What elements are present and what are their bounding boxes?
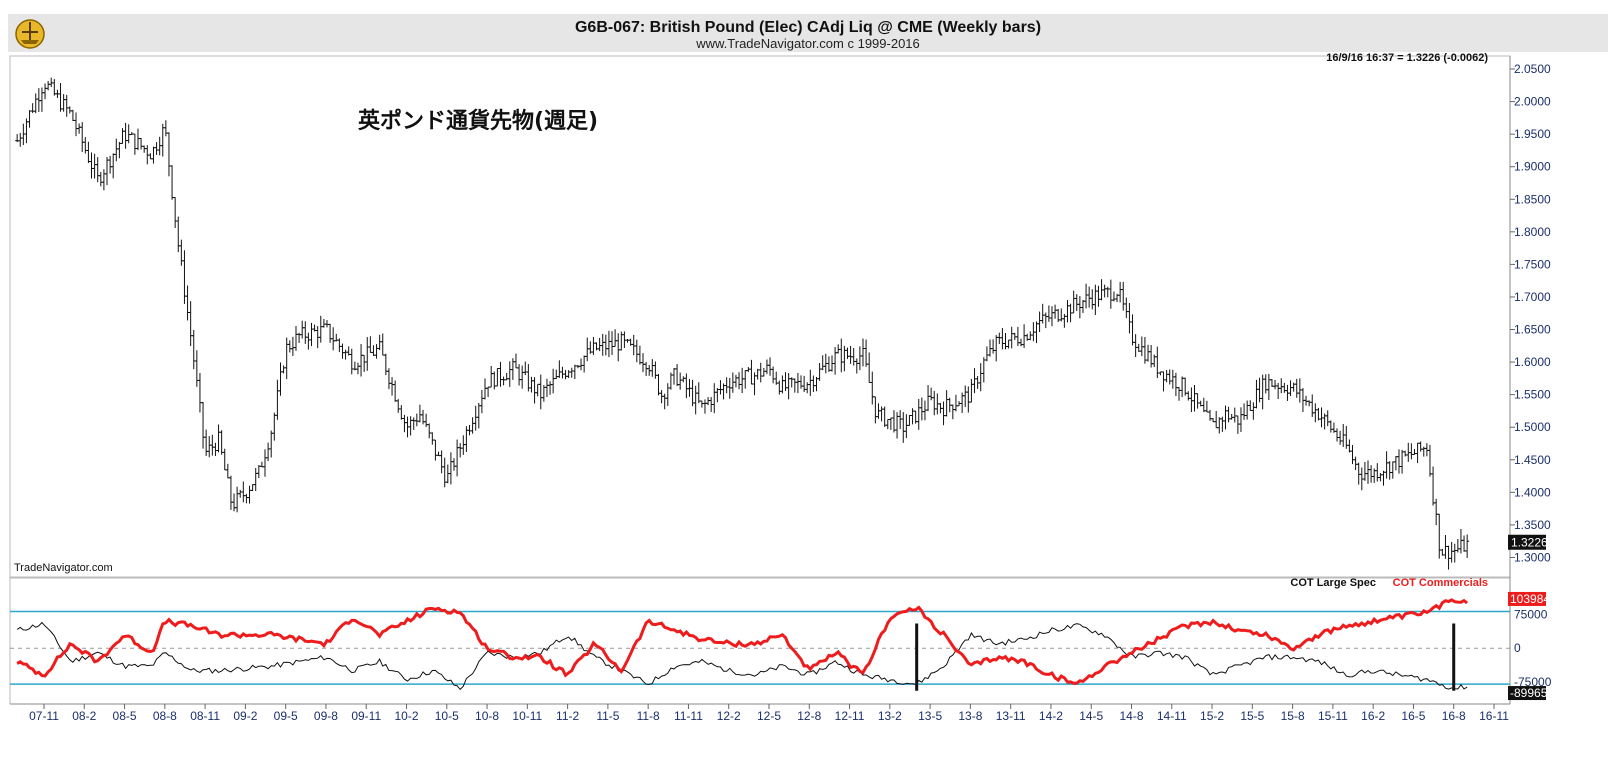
cot-last-box xyxy=(1508,686,1546,701)
x-tick-label: 08-8 xyxy=(153,709,177,723)
legend-commercials: COT Commercials xyxy=(1393,577,1488,589)
price-tick-label: 1.7500 xyxy=(1514,257,1551,271)
cot-axis: 75000 0 -75000 103984 -89965 xyxy=(10,591,1552,701)
watermark: TradeNavigator.com xyxy=(14,562,113,574)
x-tick-label: 14-11 xyxy=(1157,709,1187,723)
x-tick-label: 15-8 xyxy=(1281,709,1305,723)
x-tick-label: 16-8 xyxy=(1442,709,1466,723)
cot-last-label: 103984 xyxy=(1510,592,1550,606)
x-tick-label: 10-5 xyxy=(435,709,459,723)
header-band xyxy=(8,14,1608,52)
cot-panel-frame xyxy=(9,577,1511,705)
price-tick-label: 1.8000 xyxy=(1514,225,1551,239)
x-tick-label: 09-11 xyxy=(351,709,381,723)
last-quote: 16/9/16 16:37 = 1.3226 (-0.0062) xyxy=(1326,52,1488,64)
cot-tick-label: -75000 xyxy=(1514,675,1552,689)
legend: COT Large Spec COT Commercials xyxy=(1290,577,1488,589)
price-tick-label: 1.5000 xyxy=(1514,420,1551,434)
x-tick-label: 13-8 xyxy=(958,709,982,723)
price-tick-label: 1.6500 xyxy=(1514,323,1551,337)
x-tick-label: 15-5 xyxy=(1240,709,1264,723)
price-tick-label: 1.4500 xyxy=(1514,453,1551,467)
price-tick-label: 2.0500 xyxy=(1514,62,1551,76)
x-tick-label: 15-11 xyxy=(1318,709,1348,723)
x-tick-label: 07-11 xyxy=(29,709,59,723)
logo xyxy=(15,19,45,49)
price-tick-label: 1.5500 xyxy=(1514,388,1551,402)
x-tick-label: 12-11 xyxy=(835,709,865,723)
x-tick-label: 08-11 xyxy=(190,709,220,723)
x-tick-label: 16-11 xyxy=(1479,709,1509,723)
x-tick-label: 10-11 xyxy=(512,709,542,723)
x-tick-label: 13-5 xyxy=(918,709,942,723)
cot-tick-label: 0 xyxy=(1514,641,1521,655)
price-tick-label: 1.6000 xyxy=(1514,355,1551,369)
chart-title: G6B-067: British Pound (Elec) CAdj Liq @… xyxy=(575,19,1041,36)
x-tick-label: 14-8 xyxy=(1119,709,1143,723)
price-tick-label: 1.3000 xyxy=(1514,550,1551,564)
price-tick-label: 1.9500 xyxy=(1514,127,1551,141)
x-tick-label: 16-2 xyxy=(1361,709,1385,723)
legend-large-spec: COT Large Spec xyxy=(1290,577,1376,589)
x-tick-label: 14-2 xyxy=(1039,709,1063,723)
x-tick-label: 10-8 xyxy=(475,709,499,723)
x-tick-label: 09-2 xyxy=(233,709,257,723)
chart-subtitle: www.TradeNavigator.com c 1999-2016 xyxy=(695,36,920,51)
cot-last-label: -89965 xyxy=(1510,686,1548,700)
price-tick-label: 1.7000 xyxy=(1514,290,1551,304)
cot-commercials-line xyxy=(16,598,1469,685)
x-tick-label: 13-11 xyxy=(996,709,1026,723)
x-tick-label: 12-2 xyxy=(717,709,741,723)
last-price-box xyxy=(1508,534,1546,550)
x-tick-label: 14-5 xyxy=(1079,709,1103,723)
x-tick-label: 08-5 xyxy=(113,709,137,723)
x-axis: 07-11 08-2 08-5 08-8 08-11 09-2 09-5 09-8 09-11 1… xyxy=(29,704,1509,723)
price-bar xyxy=(1465,534,1470,558)
x-tick-label: 09-5 xyxy=(274,709,298,723)
price-axis: 2.0500 2.0000 1.9500 1.9000 1.8500 1.8000 1.75… xyxy=(1508,62,1551,564)
x-tick-label: 08-2 xyxy=(72,709,96,723)
last-price-label: 1.3226 xyxy=(1511,536,1548,550)
price-tick-label: 1.4000 xyxy=(1514,485,1551,499)
x-tick-label: 15-2 xyxy=(1200,709,1224,723)
x-tick-label: 12-5 xyxy=(757,709,781,723)
price-tick-label: 1.9000 xyxy=(1514,160,1551,174)
price-tick-label: 2.0000 xyxy=(1514,95,1551,109)
cot-last-box xyxy=(1508,591,1546,606)
price-panel-frame xyxy=(9,55,1511,578)
x-tick-label: 09-8 xyxy=(314,709,338,723)
x-tick-label: 10-2 xyxy=(394,709,418,723)
x-tick-label: 16-5 xyxy=(1401,709,1425,723)
cot-lines xyxy=(16,598,1469,691)
x-tick-label: 11-5 xyxy=(596,709,619,723)
cot-tick-label: 75000 xyxy=(1514,608,1548,622)
chart-annotation: 英ポンド通貨先物(週足) xyxy=(358,108,598,134)
price-tick-label: 1.3500 xyxy=(1514,518,1551,532)
price-bars xyxy=(15,77,1470,570)
x-tick-label: 13-2 xyxy=(878,709,902,723)
x-tick-label: 11-11 xyxy=(674,709,703,723)
x-tick-label: 11-2 xyxy=(556,709,579,723)
price-tick-label: 1.8500 xyxy=(1514,192,1551,206)
x-tick-label: 11-8 xyxy=(637,709,660,723)
cot-large-spec-line xyxy=(16,621,1468,691)
x-tick-label: 12-8 xyxy=(797,709,821,723)
